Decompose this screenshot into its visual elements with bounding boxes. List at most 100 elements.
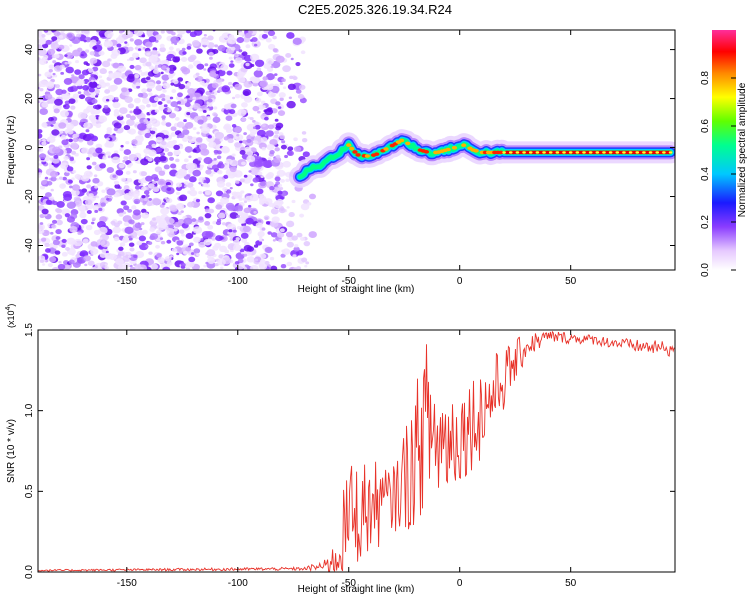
noise-speckle bbox=[161, 65, 167, 70]
noise-speckle bbox=[269, 150, 275, 155]
noise-speckle bbox=[61, 183, 66, 187]
noise-speckle bbox=[305, 261, 310, 265]
noise-speckle bbox=[233, 244, 242, 251]
noise-speckle bbox=[196, 253, 200, 257]
noise-speckle bbox=[203, 68, 207, 71]
noise-speckle bbox=[278, 239, 283, 243]
noise-speckle bbox=[61, 244, 66, 248]
noise-speckle bbox=[282, 160, 291, 168]
noise-speckle bbox=[243, 95, 253, 103]
noise-speckle bbox=[177, 211, 182, 216]
noise-speckle bbox=[138, 179, 144, 184]
noise-speckle bbox=[159, 43, 165, 48]
ridge-core-highlight bbox=[568, 151, 573, 154]
noise-speckle bbox=[298, 84, 306, 90]
noise-speckle bbox=[238, 140, 243, 144]
noise-speckle bbox=[69, 44, 73, 47]
noise-speckle bbox=[205, 231, 214, 238]
noise-speckle bbox=[281, 78, 286, 83]
noise-speckle bbox=[264, 260, 270, 266]
noise-speckle bbox=[172, 67, 177, 70]
noise-speckle bbox=[219, 138, 224, 142]
noise-speckle bbox=[119, 147, 124, 152]
noise-speckle bbox=[169, 255, 173, 258]
noise-speckle bbox=[103, 40, 114, 48]
noise-speckle bbox=[47, 263, 53, 268]
noise-speckle bbox=[250, 183, 254, 187]
noise-speckle bbox=[211, 82, 219, 89]
noise-speckle bbox=[124, 41, 128, 44]
spectrogram-x-label: Height of straight line (km) bbox=[298, 284, 415, 295]
snr-y-ticks: 0.0 0.5 1.0 1.5 bbox=[24, 323, 675, 579]
noise-speckle bbox=[181, 233, 185, 237]
x-tick-label: -50 bbox=[342, 578, 357, 589]
noise-speckle bbox=[128, 191, 133, 194]
noise-speckle bbox=[98, 226, 108, 235]
noise-speckle bbox=[98, 81, 107, 89]
noise-speckle bbox=[261, 33, 268, 39]
noise-speckle bbox=[51, 157, 60, 164]
noise-speckle bbox=[204, 221, 211, 226]
noise-speckle bbox=[258, 193, 264, 198]
noise-speckle bbox=[166, 198, 173, 204]
snr-series-layer bbox=[38, 330, 675, 572]
noise-speckle bbox=[299, 97, 307, 104]
noise-speckle bbox=[123, 149, 132, 156]
noise-speckle bbox=[98, 50, 105, 56]
noise-speckle bbox=[166, 239, 172, 244]
noise-speckle bbox=[270, 208, 279, 215]
noise-speckle bbox=[91, 98, 98, 104]
noise-speckle-layer bbox=[38, 30, 317, 270]
noise-speckle bbox=[188, 256, 196, 263]
noise-speckle bbox=[197, 119, 204, 125]
noise-speckle bbox=[198, 143, 208, 150]
noise-speckle bbox=[134, 222, 142, 229]
noise-speckle bbox=[182, 137, 189, 142]
noise-speckle bbox=[285, 231, 293, 238]
noise-speckle bbox=[152, 180, 157, 184]
ridge-core-spot bbox=[445, 147, 451, 152]
noise-speckle bbox=[248, 204, 252, 208]
noise-speckle bbox=[141, 131, 145, 135]
noise-speckle bbox=[279, 228, 285, 233]
noise-speckle bbox=[162, 202, 166, 206]
noise-speckle bbox=[280, 178, 285, 183]
ridge-core-spot bbox=[364, 154, 371, 158]
noise-speckle bbox=[166, 261, 173, 266]
noise-speckle bbox=[46, 81, 54, 87]
noise-speckle bbox=[50, 188, 54, 192]
noise-speckle bbox=[282, 65, 291, 73]
noise-speckle bbox=[132, 170, 137, 174]
noise-speckle bbox=[184, 122, 194, 129]
noise-speckle bbox=[113, 45, 118, 49]
noise-speckle bbox=[254, 124, 261, 130]
noise-speckle bbox=[56, 201, 65, 208]
ridge-core-highlight bbox=[622, 151, 626, 154]
noise-speckle bbox=[153, 96, 160, 102]
y-tick-label: 1.0 bbox=[24, 403, 35, 417]
noise-speckle bbox=[145, 156, 150, 160]
noise-speckle bbox=[112, 62, 120, 69]
noise-speckle bbox=[85, 96, 93, 103]
noise-speckle bbox=[60, 134, 67, 140]
noise-speckle bbox=[144, 154, 148, 157]
noise-speckle bbox=[155, 136, 163, 143]
noise-speckle bbox=[77, 91, 82, 95]
ridge-core-highlight bbox=[588, 151, 593, 154]
noise-speckle bbox=[270, 232, 278, 238]
noise-speckle bbox=[105, 98, 110, 102]
noise-speckle bbox=[91, 161, 97, 166]
ridge-core-spot bbox=[383, 147, 389, 151]
noise-speckle bbox=[267, 30, 276, 37]
noise-speckle bbox=[128, 153, 138, 162]
noise-speckle bbox=[296, 232, 303, 238]
noise-speckle bbox=[108, 85, 117, 92]
noise-speckle bbox=[126, 177, 133, 183]
noise-speckle bbox=[166, 217, 175, 225]
noise-speckle bbox=[206, 108, 210, 111]
noise-speckle bbox=[163, 164, 170, 170]
noise-speckle bbox=[243, 244, 253, 252]
noise-speckle bbox=[127, 208, 133, 213]
noise-speckle bbox=[66, 123, 75, 130]
noise-speckle bbox=[237, 71, 245, 78]
